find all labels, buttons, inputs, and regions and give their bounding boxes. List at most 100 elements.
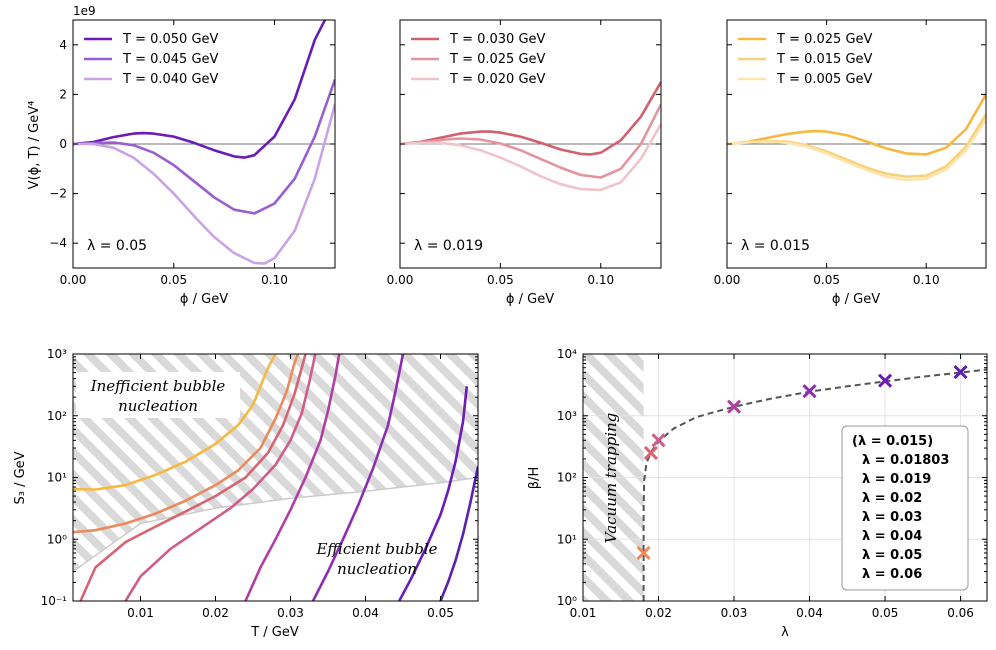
- p4-series-line-4: [244, 354, 341, 601]
- p5-marker-stroke: [651, 433, 666, 448]
- p2-xtick-label: 0.05: [487, 273, 514, 287]
- p5-marker-stroke: [802, 384, 817, 399]
- p5-marker-stroke: [953, 364, 968, 380]
- p4-series-line-5: [311, 354, 405, 601]
- p5-xlabel: λ: [781, 625, 789, 640]
- p3-lambda-label: λ = 0.015: [741, 238, 810, 254]
- p5-marker-stroke: [636, 545, 651, 561]
- panel-action-vs-temperature: Inefficient bubble nucleation Efficient …: [13, 347, 479, 640]
- p4-series-line-6: [398, 386, 469, 601]
- p5-xtick-label: 0.04: [796, 606, 823, 620]
- p3-xtick-label: 0.00: [714, 273, 741, 287]
- p4-series-line-2: [79, 354, 307, 601]
- p5-marker-2: [651, 433, 666, 448]
- p5-legend-entry: λ = 0.019: [862, 472, 931, 487]
- p1-legend-label: T = 0.050 GeV: [122, 32, 219, 47]
- panel-potential-lambda-005: 0.00 0.05 0.10 −4 −2 0 2 4 1e9 λ = 0.05 V(ϕ, T)…: [27, 4, 336, 307]
- p1-ytick-label: 4: [59, 38, 67, 52]
- p2-xtick-label: 0.00: [387, 273, 414, 287]
- p4-ann-efficient-1: Efficient bubble: [315, 540, 437, 558]
- p3-xtick-label: 0.10: [913, 273, 940, 287]
- p4-ytick-label: 10²: [47, 409, 67, 423]
- p2-legend-label: T = 0.020 GeV: [449, 72, 546, 87]
- p3-legend-label: T = 0.005 GeV: [776, 72, 873, 87]
- p4-ytick-label: 10¹: [47, 471, 67, 485]
- p5-ylabel: β/H: [527, 467, 542, 489]
- p5-marker-5: [877, 373, 893, 388]
- p3-plot: [727, 93, 986, 182]
- p5-legend-entry: λ = 0.06: [862, 567, 922, 582]
- p2-plot: [400, 81, 661, 192]
- p4-ann-bg: [76, 372, 240, 418]
- p5-xtick-label: 0.01: [570, 606, 597, 620]
- p5-marker-4: [802, 384, 817, 399]
- p5-xtick-label: 0.03: [721, 606, 748, 620]
- p1-offset-text: 1e9: [73, 4, 96, 18]
- p5-legend-entry: λ = 0.01803: [862, 453, 949, 468]
- p4-xtick-label: 0.03: [277, 606, 304, 620]
- p4-xlabel: T / GeV: [250, 625, 299, 640]
- p2-series-line-2: [400, 123, 661, 192]
- p1-ytick-label: −4: [49, 236, 67, 250]
- p1-plot: [73, 20, 335, 265]
- p4-series-line-1: [73, 354, 300, 534]
- p3-series-line-0: [727, 93, 986, 156]
- p3-legend-label: T = 0.025 GeV: [776, 32, 873, 47]
- p1-legend-label: T = 0.040 GeV: [122, 72, 219, 87]
- p4-axes: 0.01 0.02 0.03 0.04 0.05 10⁻¹ 10⁰ 10¹ 10² 10³: [41, 347, 479, 620]
- p2-legend: T = 0.030 GeV T = 0.025 GeV T = 0.020 GeV: [411, 32, 546, 87]
- p2-xtick-label: 0.10: [587, 273, 614, 287]
- p5-ytick-label: 10²: [557, 471, 577, 485]
- p3-xtick-label: 0.05: [813, 273, 840, 287]
- p4-series-line-0: [73, 354, 277, 491]
- panel-potential-lambda-0019: 0.00 0.05 0.10 λ = 0.019 ϕ / GeV T = 0.030…: [387, 19, 662, 307]
- p4-xtick-label: 0.01: [127, 606, 154, 620]
- p1-xtick-label: 0.05: [160, 273, 187, 287]
- p5-xtick-label: 0.05: [872, 606, 899, 620]
- p3-legend-label: T = 0.015 GeV: [776, 52, 873, 67]
- p1-ytick-label: −2: [49, 187, 67, 201]
- p5-legend-box: [841, 425, 969, 591]
- p5-ytick-label: 10⁰: [557, 594, 577, 608]
- panel-potential-lambda-0015: 0.00 0.05 0.10 λ = 0.015 ϕ / GeV T = 0.025…: [714, 19, 987, 307]
- p4-ann-inefficient-2: nucleation: [118, 397, 198, 415]
- p3-legend: T = 0.025 GeV T = 0.015 GeV T = 0.005 GeV: [738, 32, 873, 87]
- p1-ylabel: V(ϕ, T) / GeV⁴: [27, 101, 42, 190]
- p4-series-line-3: [124, 354, 317, 601]
- p5-xtick-label: 0.06: [947, 606, 974, 620]
- p5-legend-entry: λ = 0.03: [862, 510, 922, 525]
- p4-boundary-line: [73, 476, 478, 573]
- p4-ann-efficient-2: nucleation: [337, 560, 417, 578]
- p5-axes: 0.01 0.02 0.03 0.04 0.05 0.06 10⁰ 10¹ 10² 10³ 10⁴: [557, 347, 988, 620]
- p5-legend-entry: λ = 0.02: [862, 491, 922, 506]
- p3-series-line-2: [727, 118, 986, 182]
- p5-legend-entry: λ = 0.05: [862, 548, 922, 563]
- p2-series-line-0: [400, 81, 661, 156]
- p4-ann-inefficient-1: Inefficient bubble: [90, 377, 226, 395]
- p4-ylabel: S₃ / GeV: [13, 451, 28, 504]
- p5-legend-entry: (λ = 0.015): [852, 434, 933, 449]
- p2-legend-label: T = 0.025 GeV: [449, 52, 546, 67]
- p1-ytick-label: 2: [59, 87, 67, 101]
- p4-xtick-label: 0.05: [427, 606, 454, 620]
- p1-xtick-label: 0.10: [261, 273, 288, 287]
- p3-axes: 0.00 0.05 0.10: [714, 19, 987, 287]
- p4-ytick-label: 10⁻¹: [41, 594, 68, 608]
- p2-legend-label: T = 0.030 GeV: [449, 32, 546, 47]
- p5-ytick-label: 10³: [557, 409, 577, 423]
- p5-marker-stroke: [726, 399, 742, 414]
- p5-xtick-label: 0.02: [645, 606, 672, 620]
- p5-ytick-label: 10¹: [557, 532, 577, 546]
- p5-region-label: Vacuum trapping: [602, 413, 620, 544]
- p5-legend-entry: λ = 0.04: [862, 529, 922, 544]
- p4-xtick-label: 0.04: [352, 606, 379, 620]
- p1-series-line-1: [73, 79, 335, 215]
- p2-xlabel: ϕ / GeV: [506, 292, 554, 307]
- p1-xlabel: ϕ / GeV: [180, 292, 228, 307]
- p4-ytick-label: 10⁰: [47, 532, 67, 546]
- p1-ytick-label: 0: [59, 137, 67, 151]
- p5-marker-stroke: [877, 373, 893, 388]
- p5-ytick-label: 10⁴: [557, 347, 577, 361]
- p1-series-line-0: [73, 20, 327, 159]
- p5-legend: (λ = 0.015) λ = 0.01803 λ = 0.019 λ = 0.02 λ…: [841, 425, 969, 591]
